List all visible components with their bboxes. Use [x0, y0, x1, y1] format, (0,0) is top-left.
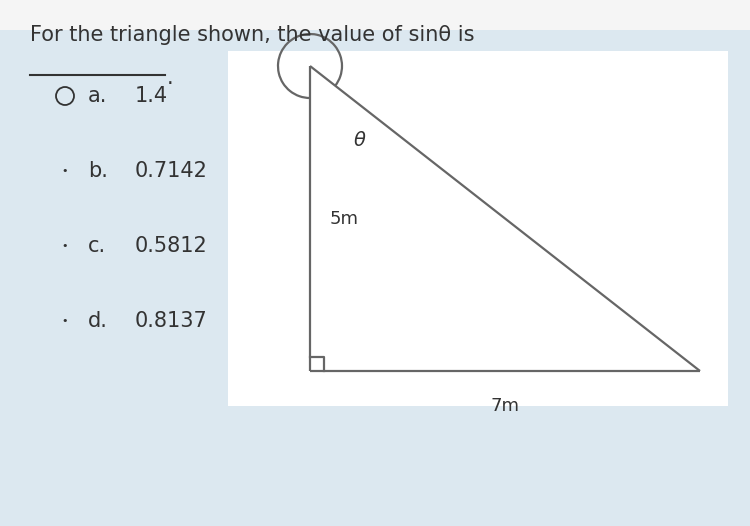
- Text: For the triangle shown, the value of sinθ is: For the triangle shown, the value of sin…: [30, 25, 475, 45]
- Bar: [0, 0, 750, 30]
- Text: .: .: [167, 68, 173, 88]
- Bar: [228, 51, 728, 406]
- Text: 7m: 7m: [490, 397, 520, 415]
- Text: •: •: [62, 241, 68, 251]
- Text: a.: a.: [88, 86, 107, 106]
- Text: 5m: 5m: [330, 209, 359, 228]
- Text: •: •: [62, 316, 68, 326]
- Text: b.: b.: [88, 161, 108, 181]
- Text: 0.7142: 0.7142: [135, 161, 208, 181]
- Text: 1.4: 1.4: [135, 86, 168, 106]
- Text: •: •: [62, 166, 68, 176]
- Text: c.: c.: [88, 236, 106, 256]
- Text: 0.8137: 0.8137: [135, 311, 208, 331]
- Text: θ: θ: [354, 132, 366, 150]
- Text: 0.5812: 0.5812: [135, 236, 208, 256]
- Text: d.: d.: [88, 311, 108, 331]
